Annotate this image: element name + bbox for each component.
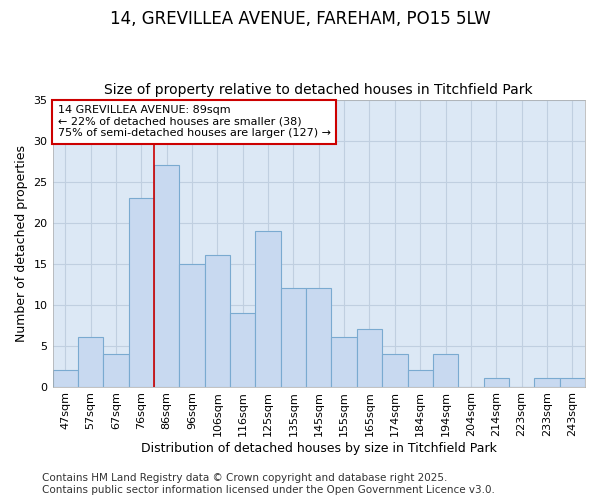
Bar	[53, 370, 78, 386]
Bar	[281, 288, 306, 386]
Bar	[433, 354, 458, 386]
Bar	[306, 288, 331, 386]
Bar	[103, 354, 128, 386]
Bar	[230, 313, 256, 386]
Bar	[560, 378, 585, 386]
Text: 14, GREVILLEA AVENUE, FAREHAM, PO15 5LW: 14, GREVILLEA AVENUE, FAREHAM, PO15 5LW	[110, 10, 490, 28]
Text: 14 GREVILLEA AVENUE: 89sqm
← 22% of detached houses are smaller (38)
75% of semi: 14 GREVILLEA AVENUE: 89sqm ← 22% of deta…	[58, 106, 331, 138]
Bar	[357, 329, 382, 386]
Y-axis label: Number of detached properties: Number of detached properties	[15, 144, 28, 342]
X-axis label: Distribution of detached houses by size in Titchfield Park: Distribution of detached houses by size …	[141, 442, 497, 455]
Bar	[382, 354, 407, 386]
Text: Contains HM Land Registry data © Crown copyright and database right 2025.
Contai: Contains HM Land Registry data © Crown c…	[42, 474, 495, 495]
Bar	[205, 256, 230, 386]
Bar	[484, 378, 509, 386]
Bar	[128, 198, 154, 386]
Bar	[407, 370, 433, 386]
Bar	[78, 338, 103, 386]
Bar	[154, 165, 179, 386]
Bar	[256, 231, 281, 386]
Bar	[179, 264, 205, 386]
Bar	[331, 338, 357, 386]
Title: Size of property relative to detached houses in Titchfield Park: Size of property relative to detached ho…	[104, 83, 533, 97]
Bar	[534, 378, 560, 386]
